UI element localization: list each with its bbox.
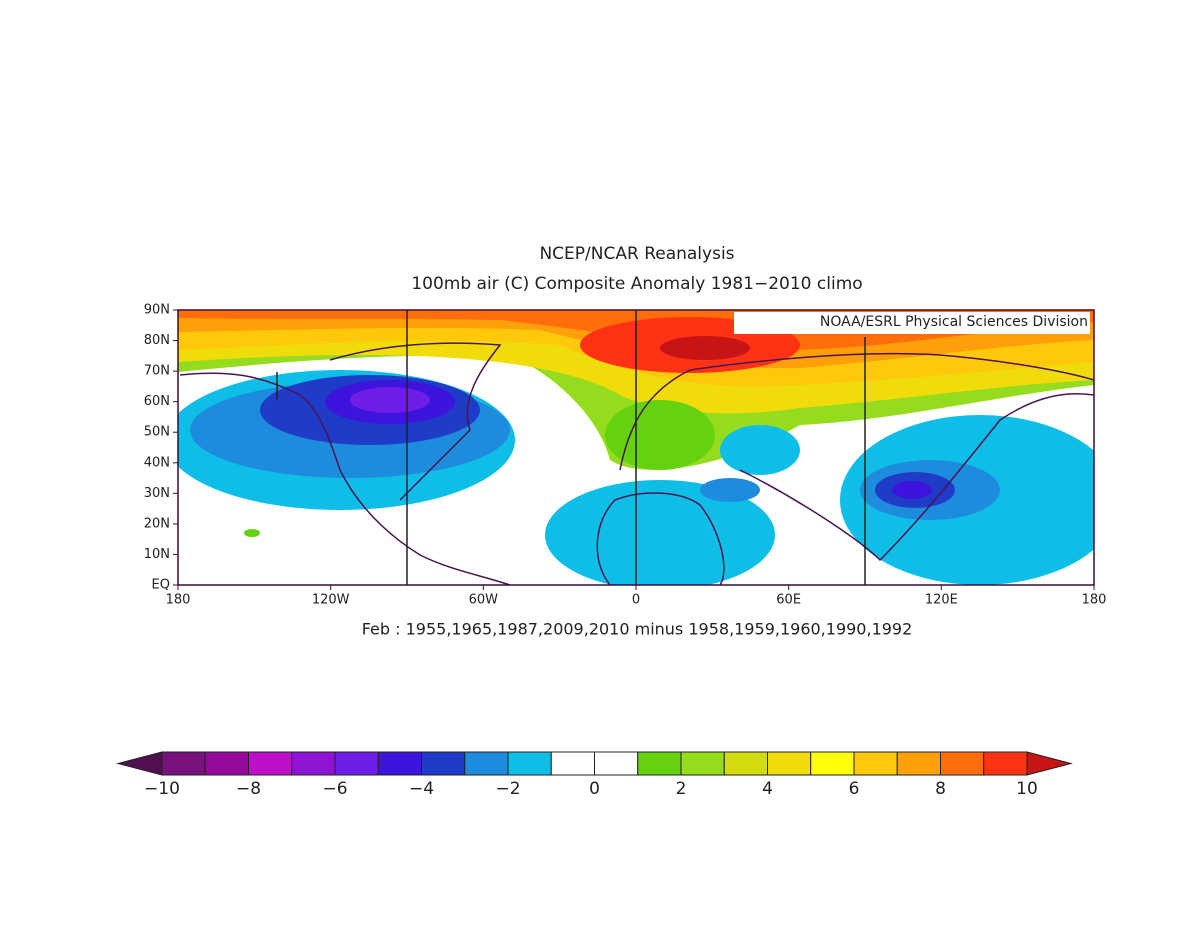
lat-tick-label: 20N [144,516,170,531]
colorbar-tick-label: −6 [322,779,347,799]
colorbar-box [550,751,595,776]
lat-tick-label: 10N [144,547,170,562]
colorbar-box [248,751,293,776]
caption: Feb : 1955,1965,1987,2009,2010 minus 195… [362,620,913,639]
colorbar-box [983,751,1028,776]
credit: NOAA/ESRL Physical Sciences Division [820,314,1088,330]
colorbar-over [1026,751,1073,776]
subtitle: 100mb air (C) Composite Anomaly 1981−201… [411,274,862,294]
colorbar-tick-label: −10 [144,779,180,799]
lon-tick-label: 180 [1082,593,1107,608]
colorbar-tick-label: 4 [762,779,773,799]
colorbar-box [723,751,768,776]
credit-box [734,312,1090,334]
colorbar-box [507,751,552,776]
colorbar-box [204,751,249,776]
colorbar-box [421,751,466,776]
colorbar-box [291,751,336,776]
lon-tick-label: 120W [312,593,350,608]
colorbar-box [161,751,206,776]
lat-tick-label: 40N [144,455,170,470]
lon-tick-label: 0 [632,593,640,608]
colorbar-box [637,751,682,776]
lat-tick-label: 80N [144,333,170,348]
colorbar-tick-label: 2 [676,779,687,799]
lon-tick-label: 60W [469,593,499,608]
colorbar-tick-label: −2 [495,779,520,799]
lat-tick-label: 60N [144,394,170,409]
colorbar-box [377,751,422,776]
lat-tick-label: 90N [144,303,170,318]
colorbar-box [680,751,725,776]
colorbar-box [767,751,812,776]
colorbar-tick-label: 6 [849,779,860,799]
colorbar-box [594,751,639,776]
colorbar-tick-label: −4 [409,779,434,799]
lat-tick-label: 50N [144,425,170,440]
colorbar-tick-label: 0 [589,779,600,799]
colorbar-tick-label: 10 [1016,779,1038,799]
colorbar-box [334,751,379,776]
colorbar-tick-label: 8 [935,779,946,799]
colorbar-box [464,751,509,776]
lat-tick-label: 70N [144,364,170,379]
title: NCEP/NCAR Reanalysis [539,244,734,264]
colorbar-under [116,751,163,776]
lon-tick-label: 120E [925,593,958,608]
anomaly-field [178,310,1094,585]
lat-tick-label: 30N [144,486,170,501]
colorbar-box [940,751,985,776]
colorbar-tick-label: −8 [236,779,261,799]
lon-tick-label: 180 [166,593,191,608]
colorbar-box [853,751,898,776]
colorbar-box [810,751,855,776]
colorbar-box [896,751,941,776]
lon-tick-label: 60E [776,593,801,608]
lat-tick-label: EQ [152,578,170,593]
